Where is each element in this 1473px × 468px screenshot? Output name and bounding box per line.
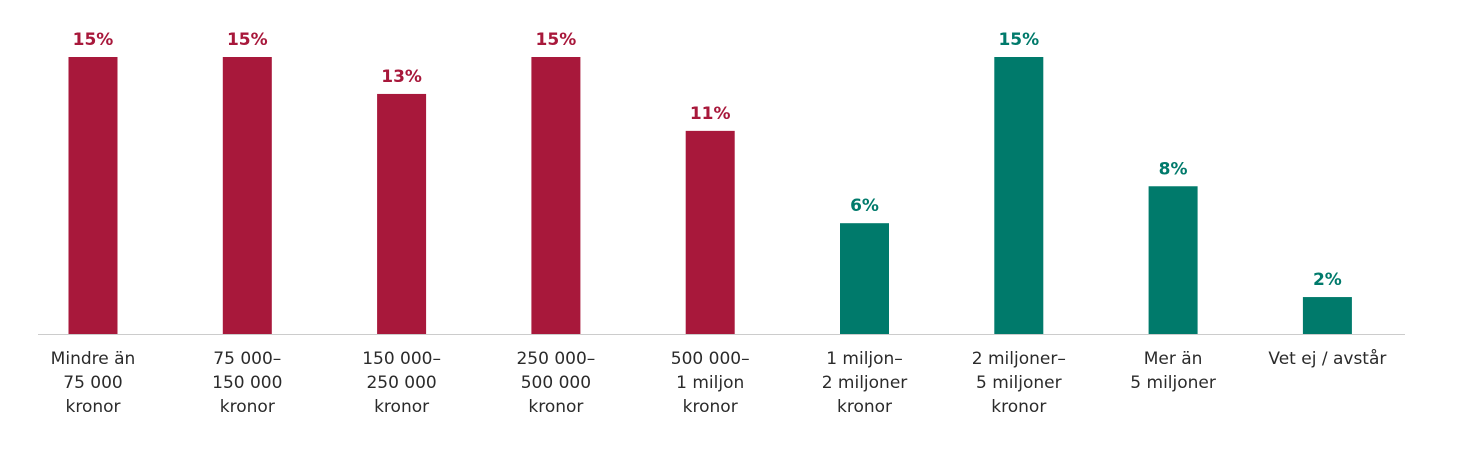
category-label-line: 2 miljoner (822, 373, 908, 393)
category-label-line: 150 000 (212, 373, 282, 393)
category-label-line: Vet ej / avstår (1268, 348, 1386, 369)
value-label-9: 2% (1313, 270, 1342, 290)
category-label-line: 250 000– (516, 349, 595, 369)
category-label-line: kronor (374, 397, 429, 417)
bar-7 (994, 57, 1044, 334)
value-label-5: 11% (690, 104, 731, 124)
bar-5 (685, 130, 735, 334)
category-label-line: kronor (837, 397, 892, 417)
category-label-line: 1 miljon– (826, 349, 903, 369)
category-label-9: Vet ej / avstår (1268, 348, 1386, 369)
bar-8 (1148, 186, 1198, 334)
category-label-line: kronor (220, 397, 275, 417)
bar-9 (1302, 297, 1352, 334)
category-label-line: 75 000– (213, 349, 281, 369)
category-label-1: Mindre än 75 000 kronor (51, 349, 136, 417)
category-label-6: 1 miljon– 2 miljoner kronor (822, 349, 908, 417)
category-label-line: 150 000– (362, 349, 441, 369)
value-label-6: 6% (850, 196, 879, 216)
value-label-3: 13% (381, 67, 422, 87)
category-label-line: 500 000 (521, 373, 591, 393)
value-label-1: 15% (73, 30, 114, 50)
category-label-3: 150 000– 250 000 kronor (362, 349, 441, 417)
category-label-2: 75 000– 150 000 kronor (212, 349, 282, 417)
bar-4 (531, 57, 581, 334)
category-label-line: 500 000– (671, 349, 750, 369)
category-label-7: 2 miljoner– 5 miljoner kronor (972, 349, 1066, 417)
category-label-line: Mer än (1144, 349, 1203, 369)
category-label-4: 250 000– 500 000 kronor (516, 349, 595, 417)
category-label-line: 250 000 (366, 373, 436, 393)
category-label-8: Mer än 5 miljoner (1130, 349, 1216, 393)
value-label-2: 15% (227, 30, 268, 50)
bars-group (68, 57, 1352, 334)
category-label-line: 75 000 (63, 373, 122, 393)
category-label-line: kronor (683, 397, 738, 417)
bar-6 (840, 223, 889, 334)
category-label-line: kronor (65, 397, 120, 417)
bar-3 (377, 93, 427, 334)
category-label-line: 2 miljoner– (972, 349, 1066, 369)
category-label-line: Mindre än (51, 349, 136, 369)
category-label-line: kronor (991, 397, 1046, 417)
value-labels-group: 15% 15% 13% 15% 11% 6% 15% 8% 2% (73, 30, 1342, 290)
bar-2 (222, 57, 272, 334)
category-label-line: 1 miljon (676, 373, 744, 393)
value-label-8: 8% (1159, 159, 1188, 179)
category-label-line: 5 miljoner (1130, 373, 1216, 393)
category-labels-group: Mindre än 75 000 kronor 75 000– 150 000 krono… (51, 348, 1387, 417)
value-label-4: 15% (536, 30, 577, 50)
category-label-line: kronor (528, 397, 583, 417)
category-label-line: 5 miljoner (976, 373, 1062, 393)
bar-1 (68, 57, 118, 334)
category-label-5: 500 000– 1 miljon kronor (671, 349, 750, 417)
value-label-7: 15% (998, 30, 1039, 50)
